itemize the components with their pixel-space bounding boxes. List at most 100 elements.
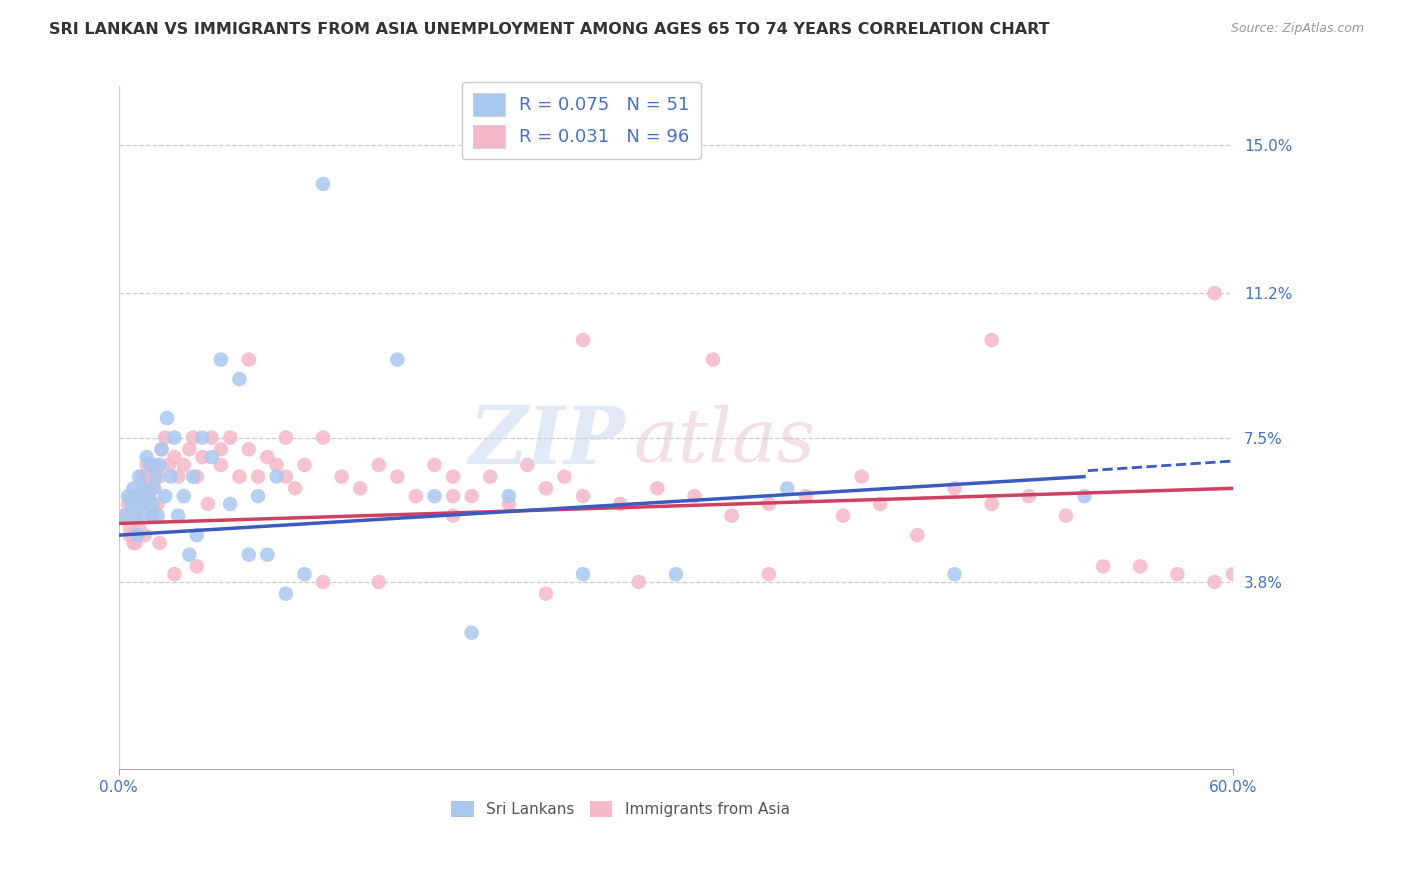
Point xyxy=(173,489,195,503)
Point xyxy=(159,469,181,483)
Point xyxy=(274,469,297,483)
Point xyxy=(128,520,150,534)
Point xyxy=(312,177,335,191)
Point xyxy=(1092,559,1115,574)
Point xyxy=(153,489,176,503)
Point xyxy=(534,587,557,601)
Point xyxy=(134,528,156,542)
Point xyxy=(163,431,186,445)
Text: SRI LANKAN VS IMMIGRANTS FROM ASIA UNEMPLOYMENT AMONG AGES 65 TO 74 YEARS CORREL: SRI LANKAN VS IMMIGRANTS FROM ASIA UNEMP… xyxy=(49,22,1050,37)
Point xyxy=(294,567,316,582)
Point xyxy=(460,625,482,640)
Point xyxy=(138,481,160,495)
Point xyxy=(149,458,172,472)
Point xyxy=(516,458,538,472)
Point xyxy=(387,352,409,367)
Point xyxy=(943,567,966,582)
Point xyxy=(132,481,155,495)
Point xyxy=(553,469,575,483)
Point xyxy=(647,481,669,495)
Point xyxy=(266,469,288,483)
Point xyxy=(683,489,706,503)
Point xyxy=(138,489,160,503)
Point xyxy=(118,520,141,534)
Point xyxy=(572,567,595,582)
Point xyxy=(247,469,270,483)
Point xyxy=(980,497,1002,511)
Point xyxy=(219,431,242,445)
Point xyxy=(266,458,288,472)
Point xyxy=(423,458,446,472)
Point xyxy=(274,587,297,601)
Point xyxy=(124,508,146,523)
Point xyxy=(179,548,201,562)
Point xyxy=(117,489,139,503)
Point xyxy=(121,497,143,511)
Point xyxy=(1204,286,1226,301)
Point xyxy=(228,469,250,483)
Point xyxy=(312,431,335,445)
Point xyxy=(167,508,190,523)
Point xyxy=(247,489,270,503)
Point xyxy=(460,489,482,503)
Point xyxy=(134,508,156,523)
Point xyxy=(209,442,232,457)
Point xyxy=(758,497,780,511)
Point xyxy=(149,536,172,550)
Point xyxy=(173,458,195,472)
Point xyxy=(1204,574,1226,589)
Point xyxy=(209,352,232,367)
Point xyxy=(149,469,172,483)
Point xyxy=(423,489,446,503)
Point xyxy=(498,497,520,511)
Point xyxy=(135,458,157,472)
Point xyxy=(121,489,143,503)
Point xyxy=(441,469,464,483)
Point xyxy=(943,481,966,495)
Point xyxy=(441,508,464,523)
Point xyxy=(274,431,297,445)
Point xyxy=(156,411,179,425)
Point xyxy=(238,352,260,367)
Point xyxy=(572,333,595,347)
Point xyxy=(191,431,214,445)
Point xyxy=(405,489,427,503)
Point xyxy=(141,508,163,523)
Point xyxy=(479,469,502,483)
Point xyxy=(869,497,891,511)
Point xyxy=(851,469,873,483)
Point xyxy=(139,469,162,483)
Text: ZIP: ZIP xyxy=(468,403,626,480)
Point xyxy=(186,469,208,483)
Point xyxy=(128,469,150,483)
Point xyxy=(1054,508,1077,523)
Point xyxy=(135,450,157,464)
Point xyxy=(534,481,557,495)
Point xyxy=(146,508,169,523)
Point xyxy=(127,528,149,542)
Point xyxy=(122,481,145,495)
Point xyxy=(758,567,780,582)
Point xyxy=(129,497,152,511)
Point xyxy=(117,497,139,511)
Point xyxy=(118,528,141,542)
Point xyxy=(627,574,650,589)
Point xyxy=(367,574,389,589)
Point xyxy=(141,497,163,511)
Point xyxy=(294,458,316,472)
Point xyxy=(153,431,176,445)
Point xyxy=(200,450,222,464)
Point xyxy=(124,508,146,523)
Point xyxy=(163,450,186,464)
Point xyxy=(219,497,242,511)
Point xyxy=(200,431,222,445)
Point xyxy=(112,508,135,523)
Point xyxy=(1129,559,1152,574)
Point xyxy=(1222,567,1244,582)
Point xyxy=(256,450,278,464)
Point xyxy=(905,528,928,542)
Point xyxy=(157,458,180,472)
Point xyxy=(209,458,232,472)
Point xyxy=(256,548,278,562)
Point xyxy=(163,567,186,582)
